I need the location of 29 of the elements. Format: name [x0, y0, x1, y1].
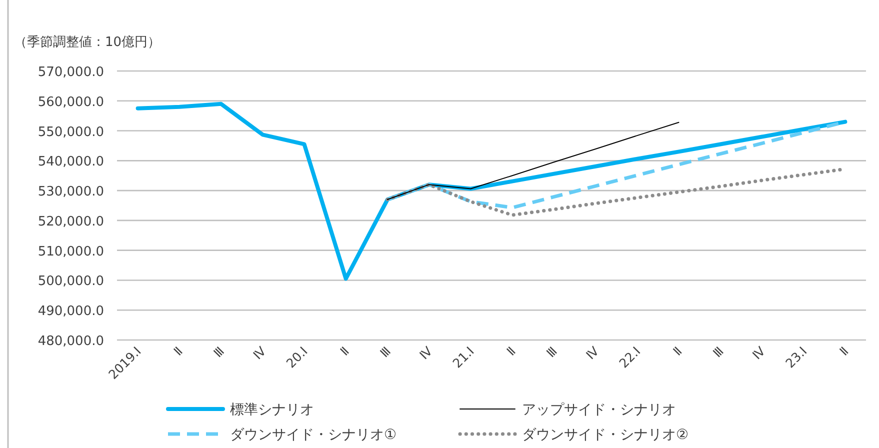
x-tick-label: Ⅱ	[670, 344, 685, 358]
x-tick-label: Ⅳ	[250, 343, 270, 362]
y-tick-label: 540,000.0	[38, 154, 104, 170]
y-axis-title: （季節調整値：10億円）	[14, 35, 161, 50]
x-tick-label: Ⅲ	[543, 344, 560, 360]
x-tick-label: Ⅱ	[836, 344, 852, 358]
y-tick-label: 530,000.0	[38, 184, 104, 200]
x-tick-label: Ⅲ	[710, 344, 726, 360]
legend-label: アップサイド・シナリオ	[522, 402, 676, 418]
y-tick-label: 550,000.0	[38, 124, 104, 140]
x-tick-label: Ⅳ	[416, 343, 436, 362]
x-tick-label: Ⅱ	[170, 344, 186, 358]
y-tick-label: 490,000.0	[38, 304, 104, 320]
x-tick-label: Ⅲ	[376, 344, 394, 360]
x-tick-label: Ⅲ	[210, 344, 228, 360]
y-tick-label: 500,000.0	[38, 274, 104, 290]
y-tick-label: 480,000.0	[38, 334, 104, 349]
x-tick-label: Ⅳ	[582, 343, 602, 362]
legend-label: ダウンサイド・シナリオ②	[522, 427, 689, 443]
y-tick-label: 570,000.0	[38, 65, 104, 80]
x-tick-label: Ⅳ	[749, 343, 768, 362]
line-series	[386, 122, 680, 200]
y-tick-label: 510,000.0	[38, 244, 104, 260]
x-tick-label: Ⅱ	[503, 344, 518, 358]
legend-label: ダウンサイド・シナリオ①	[230, 427, 397, 443]
x-tick-label: Ⅱ	[337, 344, 352, 358]
legend-label: 標準シナリオ	[230, 402, 314, 418]
y-tick-label: 520,000.0	[38, 214, 104, 230]
y-tick-label: 560,000.0	[38, 94, 104, 110]
